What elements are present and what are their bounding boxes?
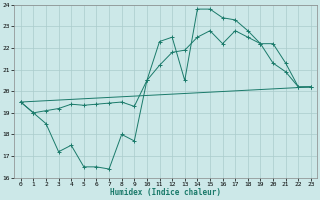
X-axis label: Humidex (Indice chaleur): Humidex (Indice chaleur) xyxy=(110,188,221,197)
